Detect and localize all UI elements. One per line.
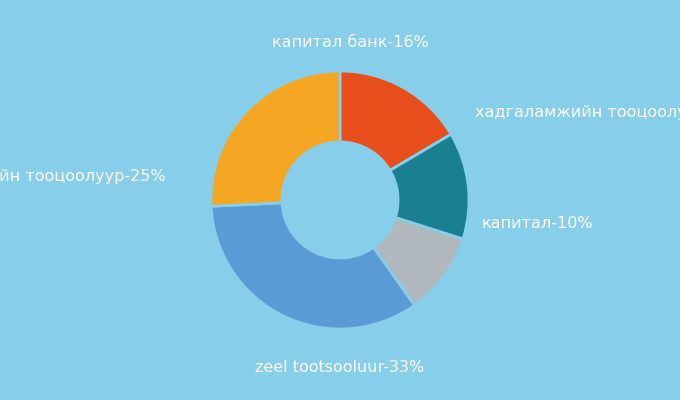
Text: зээлийн тооцоолуур-25%: зээлийн тооцоолуур-25% <box>0 169 166 184</box>
Text: хадгаламжийн тооцоолуур-13%: хадгаламжийн тооцоолуур-13% <box>475 105 680 120</box>
Wedge shape <box>211 71 340 206</box>
Wedge shape <box>340 71 451 170</box>
Wedge shape <box>211 203 415 329</box>
Wedge shape <box>373 218 463 305</box>
Text: капитал-10%: капитал-10% <box>482 216 594 231</box>
Text: zeel tootsooluur-33%: zeel tootsooluur-33% <box>256 360 424 375</box>
Wedge shape <box>390 134 469 239</box>
Text: капитал банк-16%: капитал банк-16% <box>272 35 428 50</box>
